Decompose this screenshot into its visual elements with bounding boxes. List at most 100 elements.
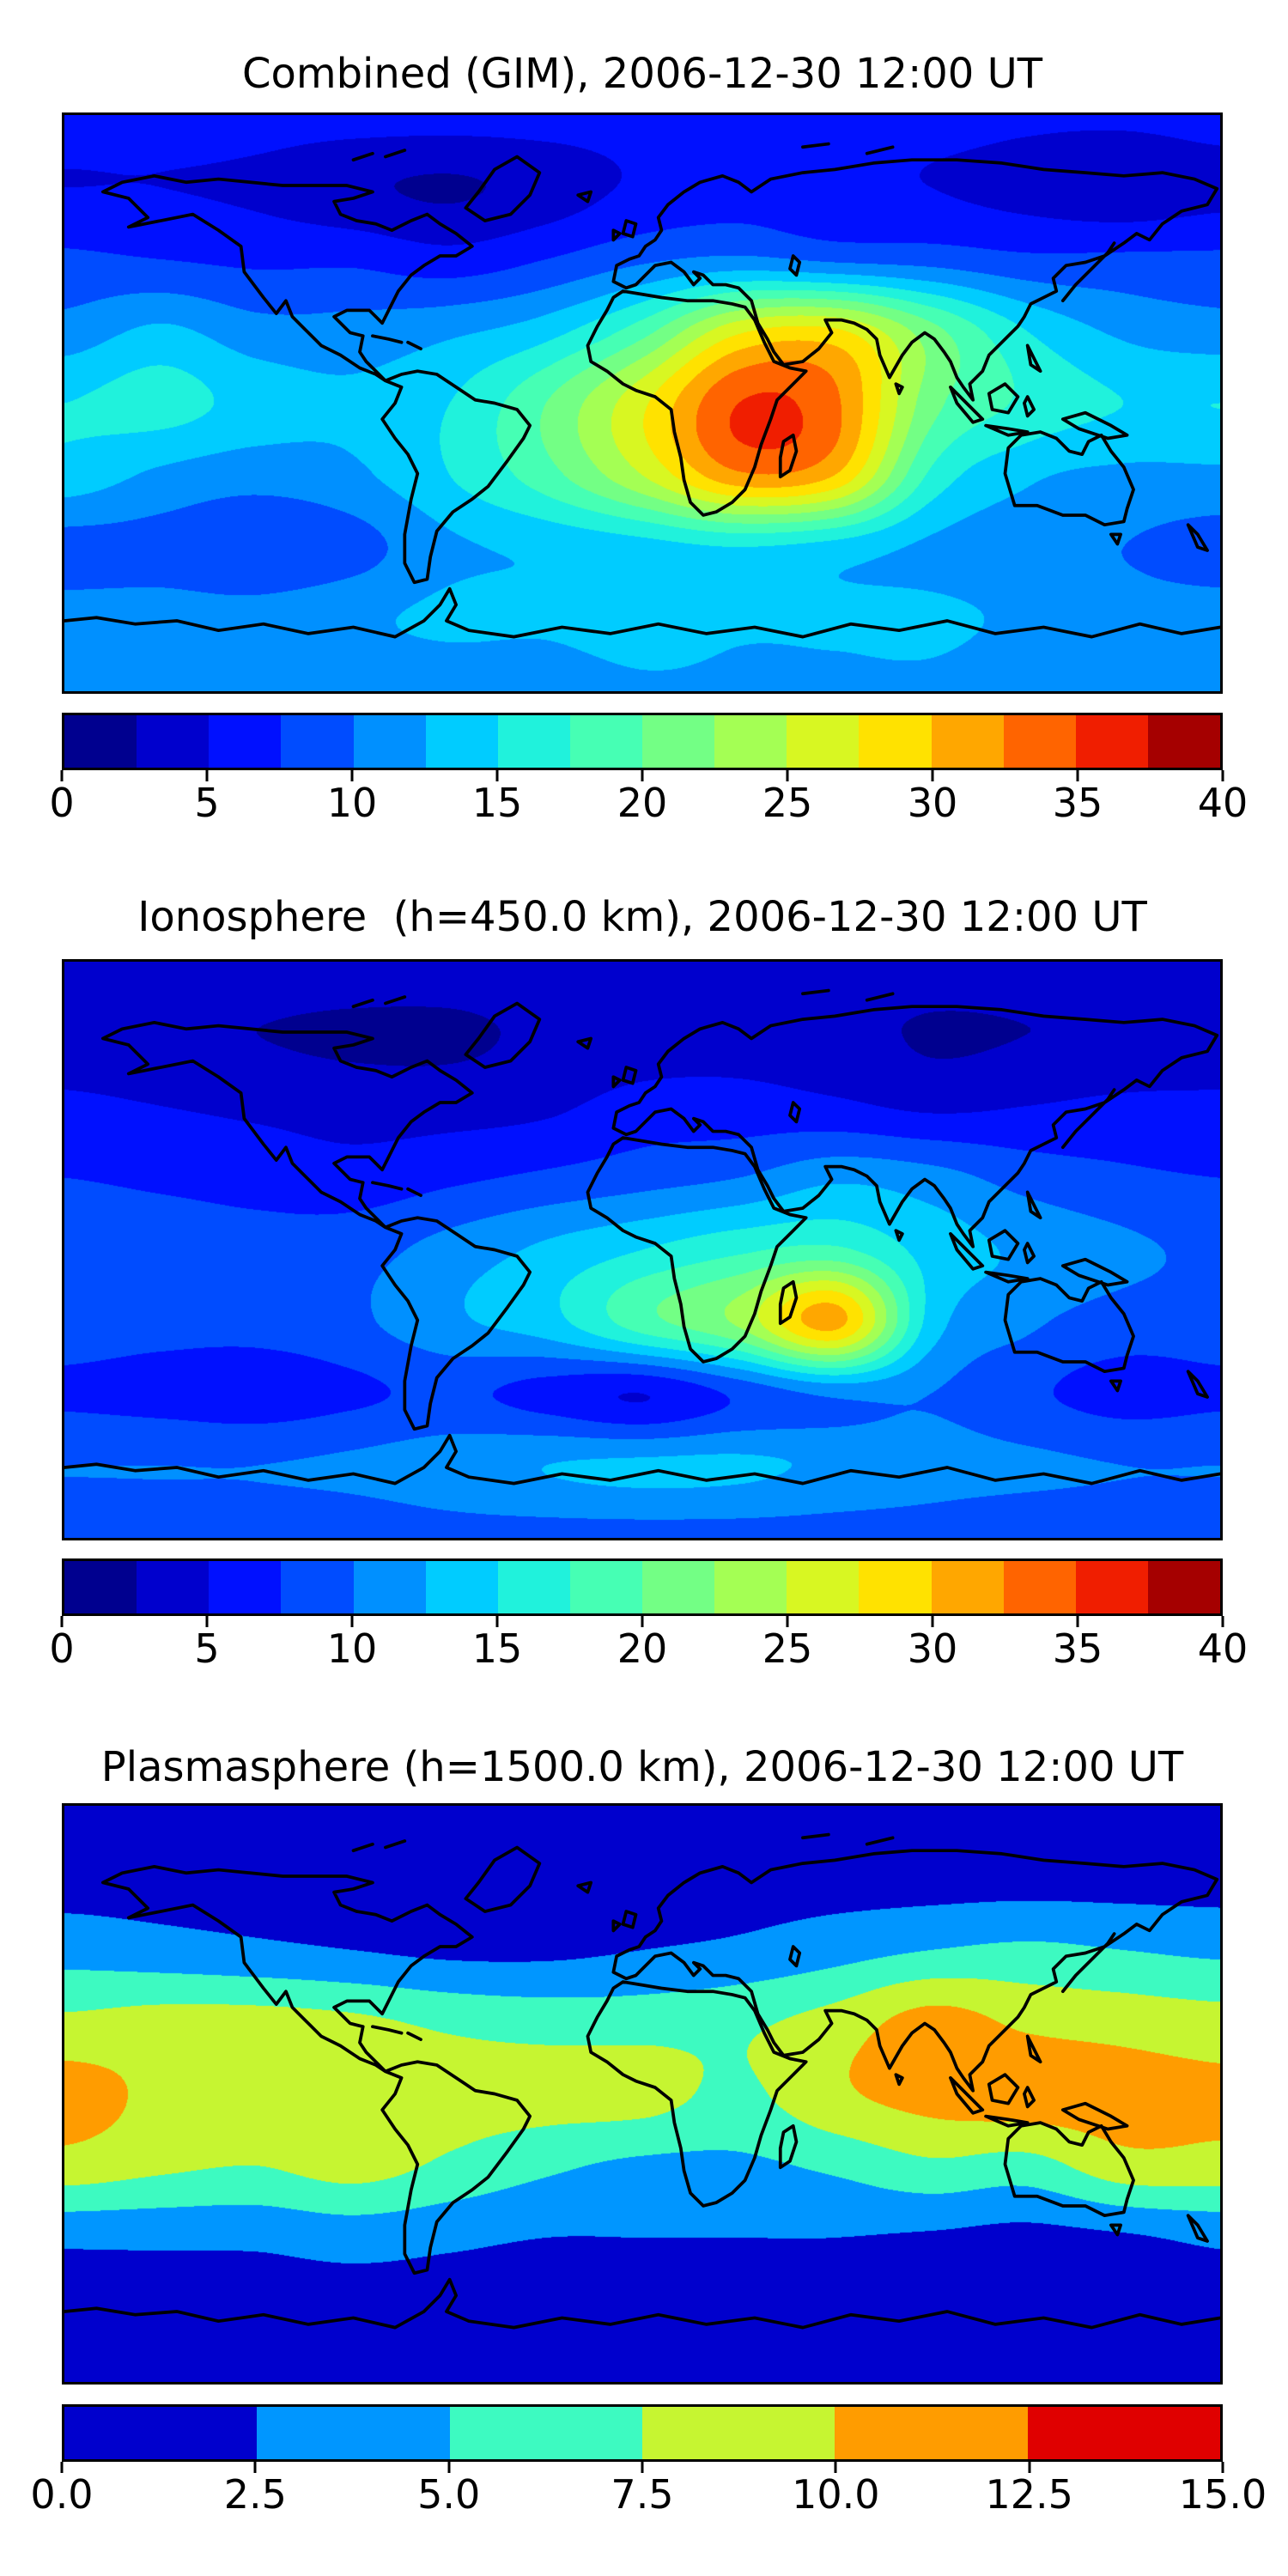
map-combined-gim bbox=[62, 112, 1223, 694]
colorbar-tick-label: 10.0 bbox=[792, 2471, 880, 2518]
colorbar-tick bbox=[931, 770, 934, 781]
colorbar-tick-label: 0 bbox=[49, 780, 75, 826]
colorbar-segment bbox=[353, 1561, 426, 1613]
colorbar-segment bbox=[787, 715, 860, 768]
colorbar-tick-label: 10 bbox=[326, 1625, 378, 1672]
colorbar-tick bbox=[641, 1616, 644, 1627]
contour-canvas bbox=[64, 962, 1220, 1538]
colorbar-segment bbox=[642, 1561, 715, 1613]
colorbar-segment bbox=[449, 2407, 642, 2459]
colorbar-tick-label: 40 bbox=[1197, 780, 1249, 826]
colorbar-segment bbox=[859, 1561, 932, 1613]
colorbar-tick-label: 7.5 bbox=[611, 2471, 674, 2518]
colorbar-segment bbox=[64, 1561, 137, 1613]
colorbar-tick-label: 20 bbox=[617, 780, 668, 826]
coastline-overlay bbox=[64, 1832, 1220, 2330]
colorbar-tick bbox=[350, 1616, 354, 1627]
colorbar-segment bbox=[1003, 715, 1076, 768]
colorbar-segment bbox=[569, 715, 642, 768]
colorbar bbox=[62, 713, 1223, 770]
coastline-overlay bbox=[64, 988, 1220, 1485]
colorbar-tick bbox=[60, 770, 64, 781]
colorbar-segment bbox=[1075, 715, 1148, 768]
colorbar-tick-label: 20 bbox=[617, 1625, 668, 1672]
colorbar-tick bbox=[641, 770, 644, 781]
colorbar-tick bbox=[495, 770, 499, 781]
map-plasmasphere bbox=[62, 1803, 1223, 2385]
panel-title: Plasmasphere (h=1500.0 km), 2006-12-30 1… bbox=[100, 1743, 1184, 1791]
colorbar bbox=[62, 1558, 1223, 1616]
colorbar-segment bbox=[931, 715, 1004, 768]
colorbar-tick bbox=[205, 1616, 209, 1627]
colorbar-tick bbox=[834, 2462, 837, 2473]
colorbar-segment bbox=[569, 1561, 642, 1613]
colorbar-tick bbox=[253, 2462, 257, 2473]
colorbar-segment bbox=[714, 1561, 787, 1613]
colorbar-tick bbox=[786, 1616, 789, 1627]
colorbar-segment bbox=[1075, 1561, 1148, 1613]
contour-canvas bbox=[64, 115, 1220, 691]
colorbar-tick-label: 10 bbox=[326, 780, 378, 826]
colorbar-tick-label: 30 bbox=[907, 780, 958, 826]
colorbar-segment bbox=[281, 715, 354, 768]
colorbar-tick bbox=[447, 2462, 451, 2473]
colorbar-tick-label: 30 bbox=[907, 1625, 958, 1672]
colorbar-tick-labels: 0 5 10 15 20 25 30 35 40 bbox=[49, 1625, 1248, 1675]
colorbar-tick bbox=[495, 1616, 499, 1627]
colorbar-segment bbox=[641, 2407, 835, 2459]
colorbar-tick-label: 5.0 bbox=[417, 2471, 481, 2518]
colorbar-segment bbox=[64, 2407, 258, 2459]
panel-title: Ionosphere (h=450.0 km), 2006-12-30 12:0… bbox=[137, 893, 1147, 941]
colorbar-ticks bbox=[60, 2462, 1224, 2473]
colorbar-segment bbox=[209, 715, 282, 768]
colorbar-tick-label: 40 bbox=[1197, 1625, 1249, 1672]
colorbar-tick bbox=[1221, 2462, 1224, 2473]
colorbar-tick-label: 5 bbox=[194, 1625, 220, 1672]
colorbar-segment bbox=[931, 1561, 1004, 1613]
colorbar-segment bbox=[1027, 2407, 1220, 2459]
colorbar-segment bbox=[859, 715, 932, 768]
colorbar-segment bbox=[425, 715, 498, 768]
coastline-overlay bbox=[64, 142, 1220, 639]
colorbar-segment bbox=[497, 715, 570, 768]
colorbar-tick bbox=[1221, 1616, 1224, 1627]
colorbar-ticks bbox=[60, 1616, 1224, 1627]
colorbar-tick-labels: 0.0 2.5 5.0 7.5 10.0 12.5 15.0 bbox=[30, 2471, 1267, 2521]
colorbar-tick bbox=[60, 2462, 64, 2473]
colorbar-tick bbox=[1076, 770, 1079, 781]
colorbar-segment bbox=[642, 715, 715, 768]
colorbar-segment bbox=[257, 2407, 450, 2459]
colorbar-tick-label: 35 bbox=[1052, 1625, 1103, 1672]
colorbar-segment bbox=[787, 1561, 860, 1613]
colorbar-tick bbox=[1028, 2462, 1031, 2473]
colorbar-segment bbox=[137, 1561, 210, 1613]
colorbar-tick bbox=[786, 770, 789, 781]
colorbar-tick-label: 15.0 bbox=[1178, 2471, 1267, 2518]
colorbar-segment bbox=[353, 715, 426, 768]
colorbar-segment bbox=[1147, 1561, 1220, 1613]
colorbar-tick-label: 25 bbox=[762, 1625, 813, 1672]
colorbar-tick-label: 35 bbox=[1052, 780, 1103, 826]
colorbar-tick bbox=[350, 770, 354, 781]
colorbar-segment bbox=[1003, 1561, 1076, 1613]
colorbar-tick-labels: 0 5 10 15 20 25 30 35 40 bbox=[49, 780, 1248, 829]
colorbar-tick-label: 25 bbox=[762, 780, 813, 826]
colorbar-tick-label: 5 bbox=[194, 780, 220, 826]
colorbar-ticks bbox=[60, 770, 1224, 781]
colorbar-tick-label: 0.0 bbox=[30, 2471, 94, 2518]
colorbar-segment bbox=[137, 715, 210, 768]
colorbar-tick bbox=[205, 770, 209, 781]
contour-canvas bbox=[64, 1806, 1220, 2382]
colorbar-segment bbox=[209, 1561, 282, 1613]
colorbar-segment bbox=[497, 1561, 570, 1613]
colorbar-segment bbox=[425, 1561, 498, 1613]
colorbar-segment bbox=[281, 1561, 354, 1613]
colorbar-segment bbox=[1147, 715, 1220, 768]
map-ionosphere bbox=[62, 959, 1223, 1540]
colorbar-tick-label: 15 bbox=[471, 1625, 523, 1672]
colorbar-tick bbox=[1076, 1616, 1079, 1627]
colorbar-tick bbox=[60, 1616, 64, 1627]
colorbar bbox=[62, 2404, 1223, 2462]
colorbar-segment bbox=[714, 715, 787, 768]
